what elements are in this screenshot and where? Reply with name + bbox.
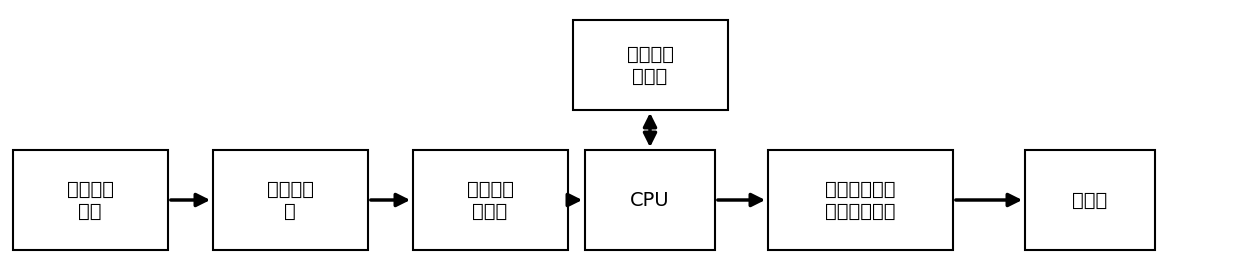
Bar bbox=[213, 150, 368, 250]
Text: CPU: CPU bbox=[631, 190, 670, 210]
Bar bbox=[767, 150, 953, 250]
Bar bbox=[585, 150, 715, 250]
Text: 计算机: 计算机 bbox=[1073, 190, 1108, 210]
Text: 前置处理
器: 前置处理 器 bbox=[266, 179, 313, 221]
Text: 压力传感
模块: 压力传感 模块 bbox=[67, 179, 114, 221]
Bar bbox=[572, 20, 727, 110]
Bar bbox=[12, 150, 167, 250]
Text: 数据与存
储单元: 数据与存 储单元 bbox=[627, 45, 674, 85]
Bar bbox=[413, 150, 567, 250]
Text: 采样与量
化单元: 采样与量 化单元 bbox=[467, 179, 513, 221]
Text: 以太网接口或
无线通信接口: 以太网接口或 无线通信接口 bbox=[825, 179, 896, 221]
Bar bbox=[1025, 150, 1155, 250]
